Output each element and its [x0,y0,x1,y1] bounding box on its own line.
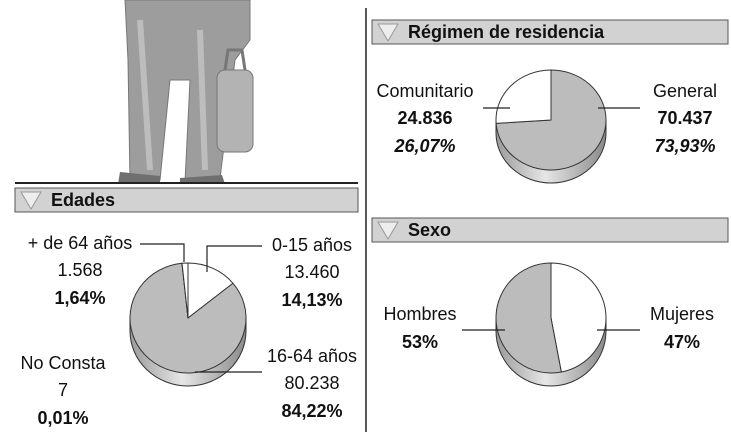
percent-label: 14,13% [281,290,342,310]
pie-slice [496,70,551,123]
percent-label: 26,07% [393,136,455,156]
section-title: Régimen de residencia [408,22,605,42]
category-label: General [653,81,717,101]
illustration [15,0,358,184]
leader-line [140,244,184,262]
category-label: 16-64 años [267,346,357,366]
count-label: 24.836 [397,108,452,128]
category-label: Comunitario [376,81,473,101]
count-label: 7 [58,380,68,400]
count-label: 80.238 [284,373,339,393]
percent-label: 84,22% [281,401,342,421]
category-label: No Consta [20,353,106,373]
section-title: Edades [51,190,115,210]
percent-label: 53% [402,332,438,352]
percent-label: 73,93% [654,136,715,156]
count-label: 13.460 [284,262,339,282]
category-label: 0-15 años [272,235,352,255]
count-label: 70.437 [657,108,712,128]
percent-label: 0,01% [37,408,88,428]
leader-line [207,246,262,272]
section-title: Sexo [408,220,451,240]
percent-label: 47% [664,332,700,352]
category-label: Hombres [383,304,456,324]
category-label: Mujeres [650,304,714,324]
percent-label: 1,64% [54,288,105,308]
category-label: + de 64 años [28,233,133,253]
infographic: Edades 0-15 años 13.460 14,13% 16-64 años 80.… [0,0,731,441]
count-label: 1.568 [57,260,102,280]
